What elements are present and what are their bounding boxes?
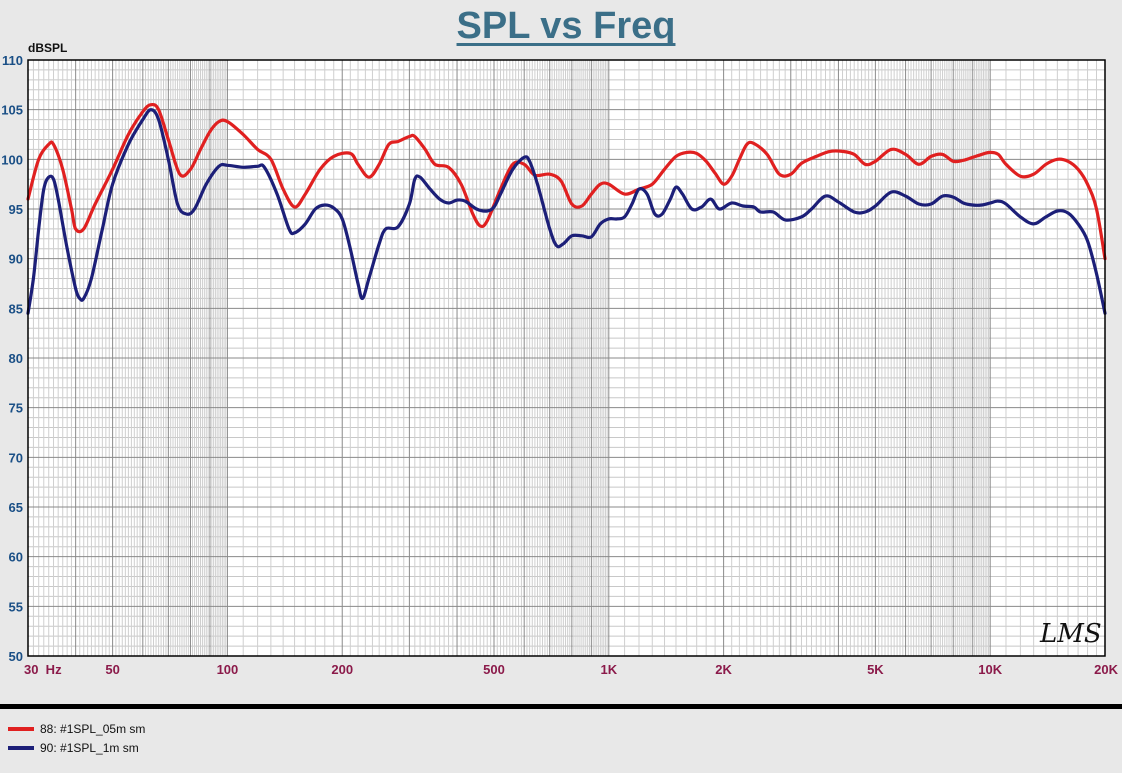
x-tick-label: 200 <box>331 662 353 677</box>
series-line-2 <box>26 108 1107 315</box>
x-tick-label: 20K <box>1094 662 1118 677</box>
x-tick-label: 30 Hz <box>24 662 62 677</box>
y-tick-label: 105 <box>1 103 23 118</box>
y-tick-labels: 50 55 60 65 70 75 80 85 90 95 100 105 110 <box>1 53 23 664</box>
x-tick-label: 1K <box>600 662 617 677</box>
legend-divider <box>0 704 1122 709</box>
y-tick-label: 70 <box>9 450 23 465</box>
y-tick-label: 80 <box>9 351 23 366</box>
x-tick-label: 2K <box>715 662 732 677</box>
x-tick-label: 50 <box>105 662 119 677</box>
chart-title: SPL vs Freq <box>457 5 676 47</box>
x-tick-label: 500 <box>483 662 505 677</box>
y-tick-label: 85 <box>9 301 23 316</box>
plot-frame <box>27 59 1106 657</box>
y-tick-label: 55 <box>9 599 23 614</box>
series-layer <box>26 102 1107 315</box>
y-tick-label: 75 <box>9 401 23 416</box>
y-tick-label: 95 <box>9 202 23 217</box>
x-tick-labels: 30 Hz 50 100 200 500 1K 2K 5K 10K 20K <box>24 662 1119 677</box>
y-tick-label: 110 <box>2 53 23 68</box>
y-tick-label: 50 <box>9 649 23 664</box>
series-line-1 <box>26 102 1107 261</box>
x-tick-label: 5K <box>867 662 884 677</box>
y-tick-label: 60 <box>9 550 23 565</box>
legend: 88: #1SPL_05m sm 90: #1SPL_1m sm <box>8 722 145 755</box>
legend-entry-label: 88: #1SPL_05m sm <box>40 722 145 736</box>
chart-title-underline <box>456 43 676 46</box>
y-axis-unit: dBSPL <box>28 41 67 55</box>
lms-watermark: LMS <box>1039 619 1102 649</box>
y-tick-label: 90 <box>9 252 23 267</box>
x-tick-label: 100 <box>217 662 239 677</box>
legend-entry-label: 90: #1SPL_1m sm <box>40 741 139 755</box>
y-tick-label: 65 <box>9 500 23 515</box>
y-tick-label: 100 <box>1 152 23 167</box>
x-tick-label: 10K <box>978 662 1002 677</box>
